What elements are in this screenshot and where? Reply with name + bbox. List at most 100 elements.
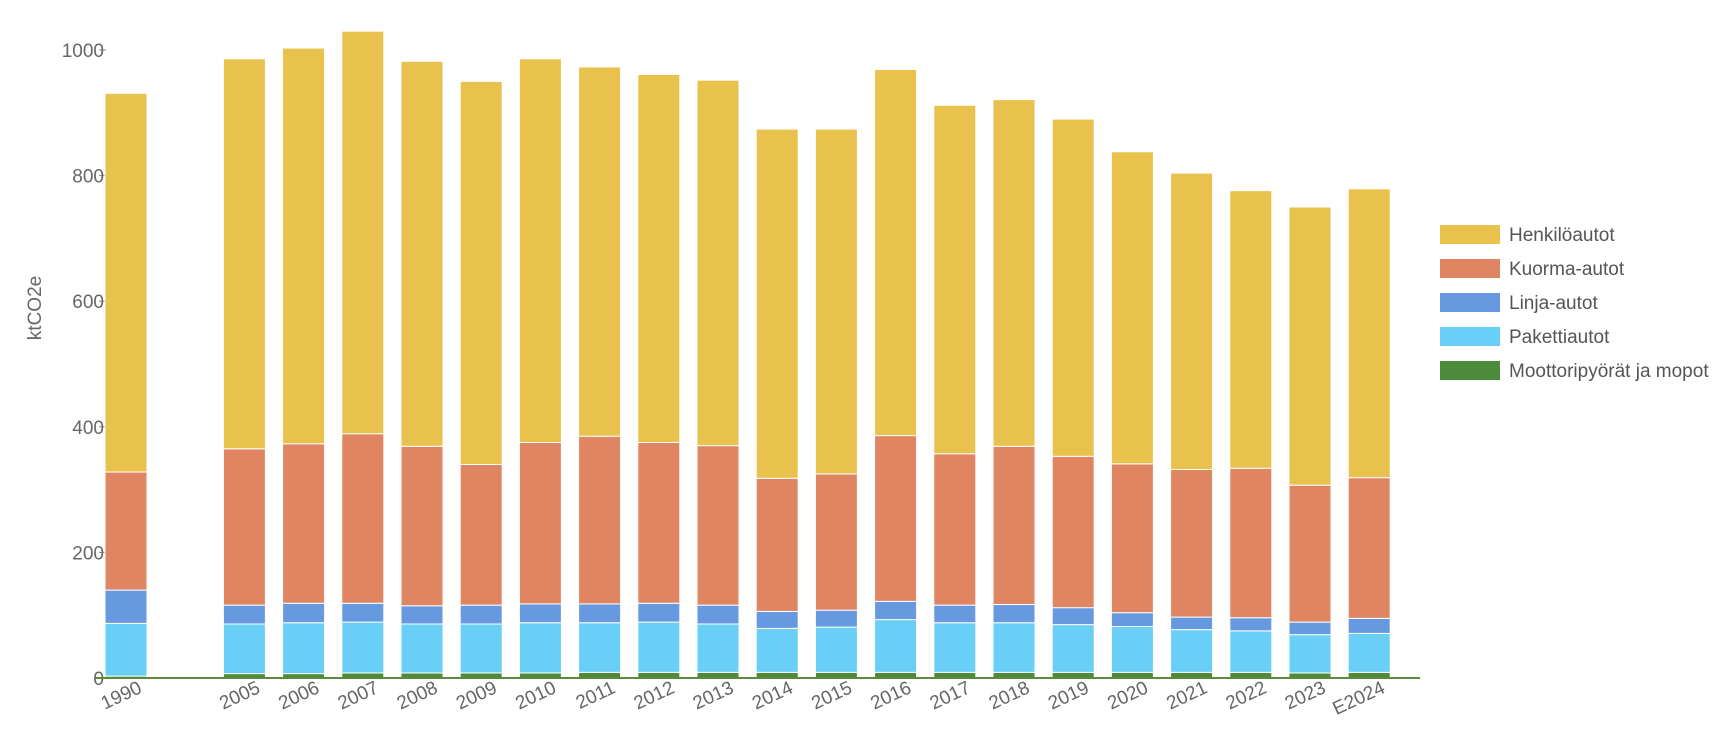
bar-segment: [1110, 626, 1154, 673]
x-tick-label: 2018: [986, 677, 1033, 714]
x-tick-label: 2023: [1282, 677, 1329, 714]
bar-segment: [814, 609, 858, 628]
x-tick-label: 2022: [1223, 677, 1270, 714]
x-tick-label: 2014: [749, 677, 797, 714]
x-tick-label: 2012: [631, 677, 678, 714]
bar-segment: [104, 589, 148, 624]
bar-segment: [1170, 616, 1214, 631]
y-tick-label: 1000: [62, 41, 104, 62]
bar-segment: [1170, 469, 1214, 618]
x-tick-label: 2017: [927, 677, 974, 714]
bar-segment: [1051, 607, 1095, 626]
bar-segment: [341, 30, 385, 435]
bar-segment: [341, 621, 385, 674]
bar-segment: [104, 92, 148, 473]
bar-segment: [459, 604, 503, 625]
bar-segment: [696, 604, 740, 625]
bar-segment: [696, 623, 740, 673]
x-tick-label: E2024: [1330, 677, 1389, 719]
legend-swatch: [1440, 225, 1500, 244]
x-tick-label: 2010: [512, 677, 559, 714]
legend-label: Pakettiautot: [1509, 327, 1610, 348]
bar-segment: [1110, 463, 1154, 614]
y-axis-title: ktCO2e: [25, 276, 46, 340]
bar-segment: [459, 623, 503, 674]
bar-segment: [104, 471, 148, 591]
bar-segment: [637, 442, 681, 604]
bar-segment: [1347, 477, 1391, 619]
bar-segment: [1347, 188, 1391, 479]
bar-segment: [222, 448, 266, 606]
y-tick-label: 800: [72, 167, 104, 188]
bar-segment: [578, 435, 622, 605]
bar-segment: [814, 473, 858, 611]
bar-segment: [222, 623, 266, 675]
bar-segment: [518, 58, 562, 444]
x-tick-label: 2009: [453, 677, 500, 714]
bar-segment: [1110, 612, 1154, 628]
x-tick-label: 2005: [216, 677, 263, 714]
bar-segment: [518, 622, 562, 674]
bar-segment: [1051, 455, 1095, 609]
bar-segment: [1229, 617, 1273, 632]
bars: [104, 30, 1391, 679]
bar-segment: [874, 619, 918, 673]
legend-label: Moottoripyörät ja mopot: [1509, 361, 1709, 382]
bar-segment: [992, 622, 1036, 673]
x-tick-label: 2008: [394, 677, 441, 714]
x-tick-label: 2013: [690, 677, 737, 714]
x-tick-label: 2016: [868, 677, 915, 714]
bar-segment: [222, 604, 266, 625]
bar-segment: [755, 627, 799, 673]
y-tick-label: 600: [72, 292, 104, 313]
bar-segment: [341, 602, 385, 623]
bar-segment: [696, 445, 740, 606]
bar-segment: [282, 443, 326, 604]
bar-segment: [933, 453, 977, 606]
bar-segment: [578, 66, 622, 437]
x-tick-label: 2020: [1104, 677, 1151, 714]
bar-segment: [992, 99, 1036, 447]
x-tick-label: 2021: [1164, 677, 1211, 714]
bar-segment: [1347, 617, 1391, 634]
bar-segment: [1288, 621, 1332, 636]
bar-segment: [637, 602, 681, 623]
bar-segment: [282, 622, 326, 675]
bar-segment: [874, 600, 918, 621]
bar-segment: [992, 604, 1036, 624]
bar-segment: [1170, 172, 1214, 471]
bar-segment: [1288, 634, 1332, 674]
bar-segment: [104, 622, 148, 677]
bar-segment: [1170, 629, 1214, 673]
bar-segment: [933, 622, 977, 673]
bar-segment: [1051, 624, 1095, 673]
x-tick-label: 1990: [98, 677, 145, 714]
bar-segment: [400, 623, 444, 674]
bar-segment: [341, 433, 385, 604]
bar-segment: [933, 104, 977, 455]
bar-segment: [459, 80, 503, 465]
bar-segment: [637, 73, 681, 443]
bar-segment: [755, 477, 799, 612]
x-tick-label: 2019: [1045, 677, 1092, 714]
x-axis-ticks: 1990 2005 2006 2007 2008 2009 2010 2011 2012 2013…: [98, 677, 1389, 719]
x-tick-label: 2015: [808, 677, 855, 714]
bar-segment: [1347, 632, 1391, 673]
bar-segment: [992, 445, 1036, 606]
bar-segment: [814, 128, 858, 475]
bar-segment: [874, 435, 918, 602]
bar-segment: [400, 605, 444, 625]
x-tick-label: 2007: [335, 677, 382, 714]
bar-segment: [755, 128, 799, 479]
y-axis-ticks: 0 200 400 600 800 1000: [62, 41, 106, 690]
bar-segment: [814, 626, 858, 673]
bar-segment: [1229, 467, 1273, 619]
bar-segment: [874, 68, 918, 437]
bar-segment: [222, 58, 266, 450]
bar-segment: [459, 463, 503, 606]
bar-segment: [578, 603, 622, 624]
y-tick-label: 0: [93, 669, 104, 690]
legend: Henkilöautot Kuorma-autot Linja-autot Paket…: [1440, 225, 1709, 382]
bar-segment: [755, 610, 799, 629]
